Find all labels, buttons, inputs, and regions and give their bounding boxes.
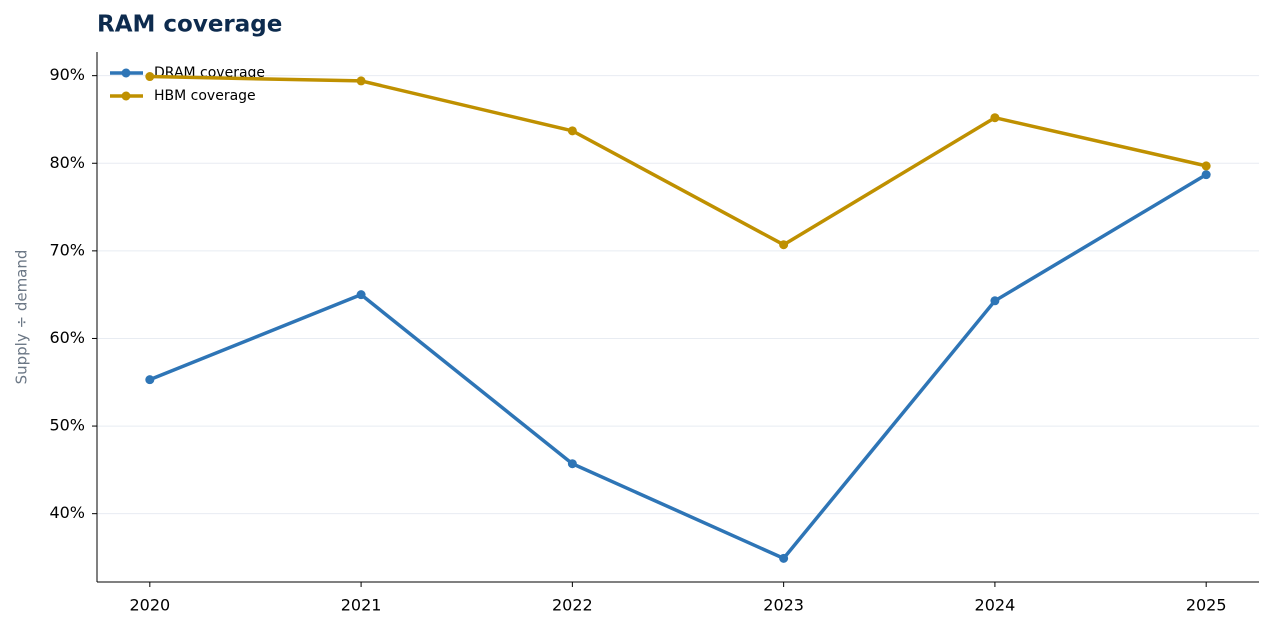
y-axis-label: Supply ÷ demand [13,250,31,385]
series-line [149,74,1207,247]
y-tick-label: 50% [49,416,85,435]
data-point [779,553,789,563]
y-tick-label: 80% [49,153,85,172]
y-tick-label: 60% [49,328,85,347]
chart-title: RAM coverage [97,12,282,38]
series-line [149,173,1208,561]
data-point [779,240,789,250]
legend-marker [121,91,131,101]
x-tick-label: 2024 [975,596,1016,615]
y-tick-label: 70% [49,240,85,259]
x-tick-label: 2021 [341,596,382,615]
data-point [356,76,366,86]
y-tick-label: 40% [49,503,85,522]
data-point [1201,170,1211,180]
data-point [1201,161,1211,171]
legend-label: HBM coverage [154,88,256,104]
x-tick-label: 2022 [552,596,593,615]
x-tick-label: 2023 [763,596,804,615]
data-point [990,296,1000,306]
y-tick-label: 90% [49,65,85,84]
x-tick-label: 2025 [1186,596,1227,615]
data-point [567,459,577,469]
data-point [990,113,1000,123]
x-tick-label: 2020 [129,596,170,615]
data-point [145,72,155,82]
data-point [145,375,155,385]
data-point [567,126,577,136]
data-point [356,290,366,300]
legend-marker [121,68,131,78]
